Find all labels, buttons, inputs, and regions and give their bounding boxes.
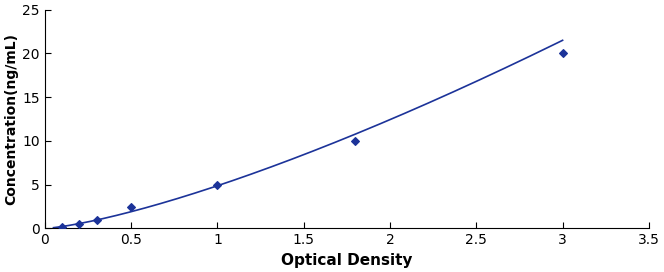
Y-axis label: Concentration(ng/mL): Concentration(ng/mL) <box>4 33 18 205</box>
X-axis label: Optical Density: Optical Density <box>281 253 412 268</box>
